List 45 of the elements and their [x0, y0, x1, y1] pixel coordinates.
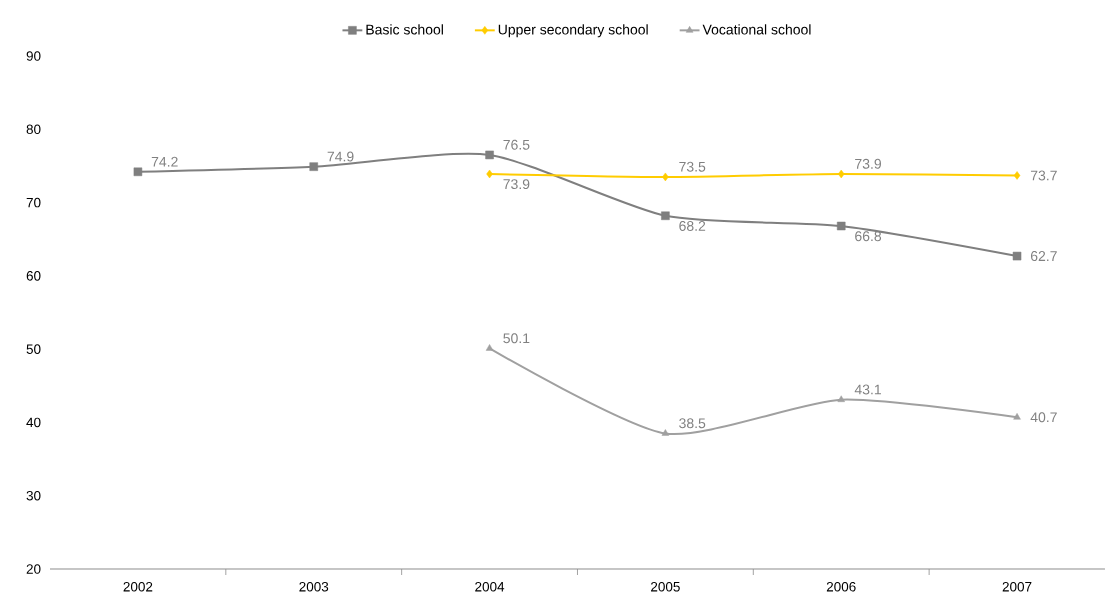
x-tick-label: 2003	[299, 581, 329, 592]
point	[486, 169, 493, 179]
data-label: 76.5	[503, 139, 530, 150]
x-tick-label: 2005	[651, 581, 680, 592]
legend-label: Basic school	[366, 24, 443, 35]
y-tick-label: 40	[26, 417, 41, 428]
point	[309, 162, 318, 171]
data-label: 74.2	[151, 156, 178, 167]
y-tick-label: 20	[26, 564, 41, 574]
y-tick-label: 50	[26, 344, 41, 354]
data-label: 40.7	[1030, 412, 1057, 423]
data-label: 73.9	[855, 158, 881, 169]
y-tick-label: 90	[26, 51, 41, 61]
point	[1012, 251, 1022, 261]
point	[836, 221, 846, 231]
point	[837, 395, 845, 402]
y-tick-label: 30	[26, 490, 41, 501]
data-label: 68.2	[679, 220, 706, 231]
data-label: 43.1	[854, 384, 881, 395]
x-tick-label: 2002	[123, 581, 153, 592]
data-label: 74.9	[327, 151, 354, 162]
point	[485, 150, 494, 160]
y-tick-label: 80	[26, 124, 41, 135]
x-tick-label: 2004	[475, 581, 505, 592]
y-tick-label: 60	[26, 271, 41, 281]
legend-label: Vocational school	[702, 24, 811, 35]
y-tick-label: 70	[26, 197, 41, 208]
data-label: 50.1	[503, 333, 530, 344]
data-label: 38.5	[679, 418, 706, 429]
point	[661, 429, 670, 436]
data-label: 62.7	[1030, 251, 1057, 262]
data-label: 73.7	[1030, 170, 1057, 181]
point	[1013, 171, 1021, 180]
data-label: 73.9	[503, 179, 530, 190]
point	[133, 167, 143, 177]
point	[485, 344, 494, 351]
data-label: 73.5	[679, 161, 706, 172]
point	[837, 169, 845, 179]
x-tick-label: 2007	[1002, 581, 1032, 592]
data-label: 66.8	[855, 231, 882, 242]
legend-label: Upper secondary school	[498, 24, 648, 38]
point	[662, 172, 669, 182]
point	[661, 211, 670, 221]
point	[1013, 413, 1021, 420]
x-tick-label: 2006	[826, 581, 856, 592]
